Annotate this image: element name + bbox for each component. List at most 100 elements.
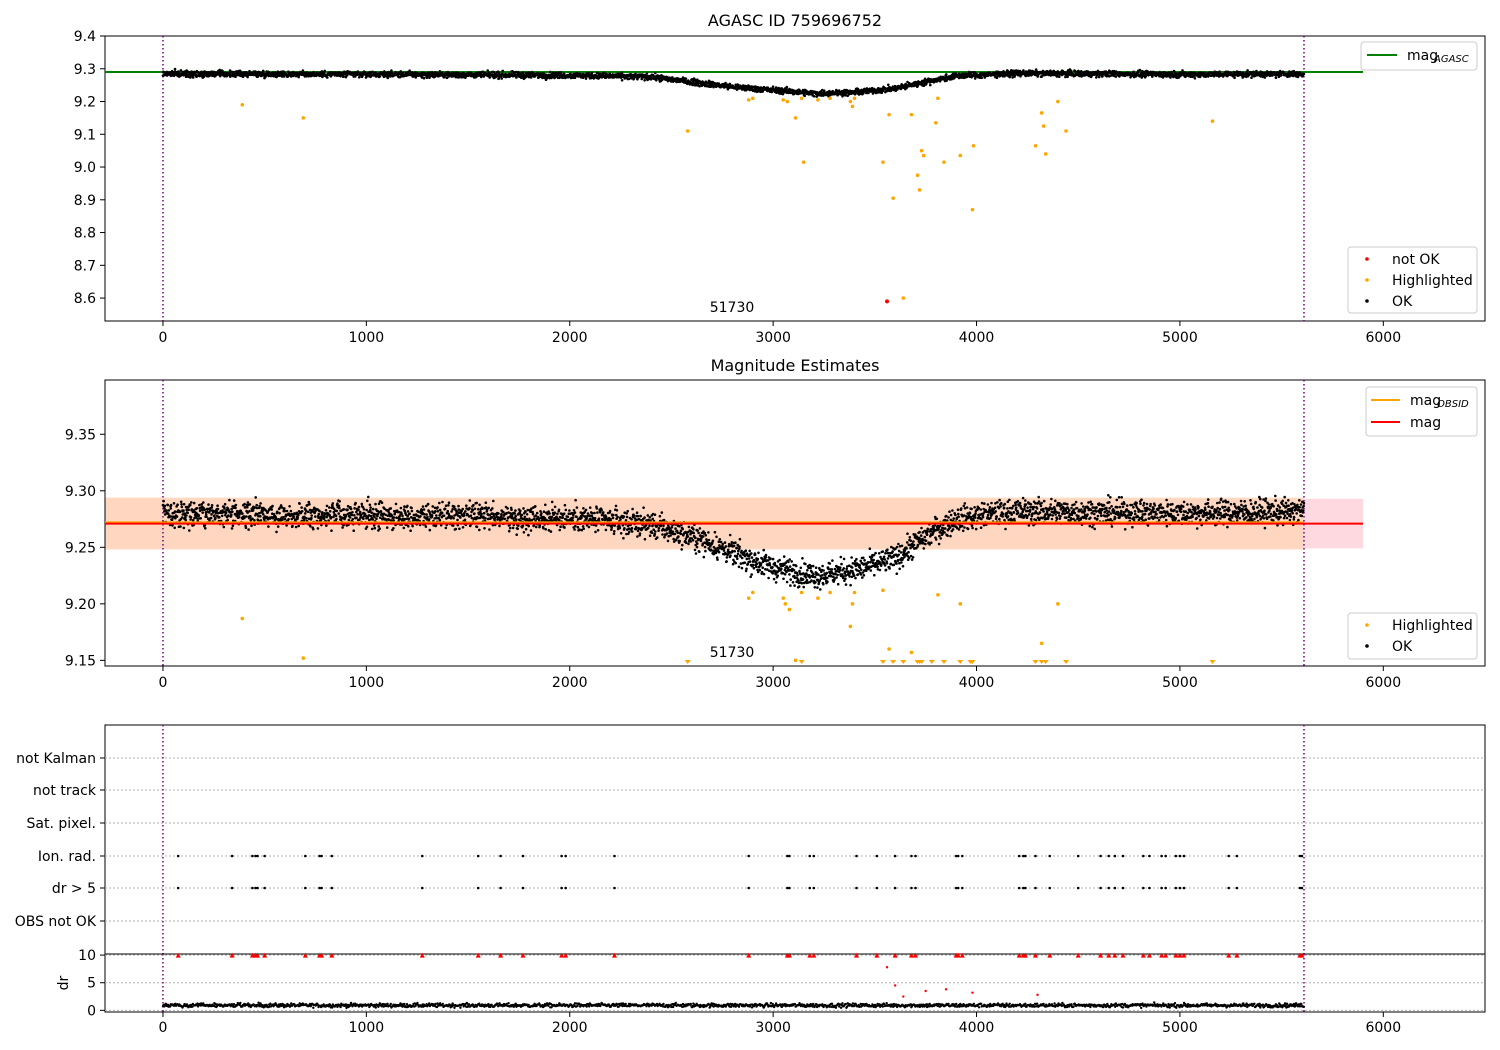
magnitude-ok-point	[544, 503, 547, 507]
agasc-ok-point	[724, 81, 727, 85]
agasc-ok-point	[1138, 68, 1142, 72]
magnitude-ok-point	[392, 516, 396, 519]
magnitude-ok-point	[473, 507, 477, 511]
magnitude-ok-point	[310, 514, 314, 517]
agasc-ok-point	[654, 71, 657, 75]
agasc-highlighted-point	[852, 96, 857, 101]
magnitude-ok-point	[488, 528, 491, 531]
agasc-ok-point	[521, 71, 525, 74]
magnitude-ok-point	[410, 506, 413, 510]
magnitude-ok-point	[373, 515, 376, 519]
agasc-ok-point	[218, 74, 222, 78]
magnitude-ok-point	[202, 501, 205, 504]
magnitude-ok-point	[358, 510, 362, 514]
magnitude-ok-point	[409, 529, 412, 532]
magnitude-ok-point	[222, 525, 226, 529]
magnitude-ok-point	[480, 512, 483, 516]
magnitude-ok-point	[477, 507, 480, 511]
magnitude-ok-point	[230, 513, 233, 516]
magnitude-ok-point	[259, 514, 262, 518]
magnitude-ok-point	[365, 508, 369, 512]
agasc-ok-point	[357, 76, 361, 79]
magnitude-ok-point	[204, 513, 208, 516]
agasc-xtick-label: 6000	[1365, 330, 1401, 346]
magnitude-ok-point	[189, 516, 193, 519]
magnitude-ok-point	[231, 510, 234, 513]
magnitude-ok-point	[369, 506, 372, 509]
agasc-ytick-label: 9.3	[74, 62, 96, 78]
magnitude-ok-point	[254, 496, 257, 499]
agasc-frame	[104, 35, 1486, 322]
magnitude-ok-point	[520, 513, 524, 517]
magnitude-ok-point	[173, 510, 177, 513]
magnitude-ok-point	[285, 509, 289, 513]
magnitude-ok-point	[513, 512, 516, 515]
magnitude-ok-point	[275, 530, 278, 534]
magnitude-ok-point	[365, 525, 369, 529]
magnitude-ok-point	[289, 509, 293, 513]
magnitude-ok-point	[597, 517, 601, 520]
magnitude-ok-point	[441, 500, 444, 504]
magnitude-ok-point	[402, 526, 406, 530]
magnitude-xtick-label: 4000	[959, 675, 995, 691]
magnitude-ok-point	[558, 518, 561, 522]
magnitude-ytick-label: 9.25	[65, 540, 96, 556]
magnitude-ok-point	[374, 502, 377, 506]
agasc-highlighted-point	[1039, 111, 1044, 115]
magnitude-ok-point	[392, 527, 395, 530]
magnitude-ok-point	[288, 505, 291, 508]
agasc-ok-point	[620, 71, 624, 74]
agasc-ok-point	[408, 69, 411, 72]
magnitude-ok-point	[351, 511, 354, 514]
magnitude-ok-point	[524, 510, 527, 514]
magnitude-ok-point	[306, 510, 310, 514]
magnitude-ok-point	[173, 526, 176, 530]
magnitude-ok-point	[246, 505, 249, 509]
agasc-ok-point	[627, 77, 631, 81]
magnitude-ok-point	[377, 502, 381, 506]
magnitude-ok-point	[573, 511, 577, 514]
magnitude-ok-point	[179, 525, 182, 528]
magnitude-ok-point	[522, 507, 525, 510]
agasc-ytick-label: 8.8	[74, 226, 96, 242]
magnitude-ok-point	[357, 505, 361, 509]
magnitude-ok-point	[446, 509, 450, 513]
agasc-ytick-label: 8.9	[74, 193, 96, 209]
magnitude-ok-point	[184, 516, 187, 519]
magnitude-ok-point	[573, 528, 576, 531]
magnitude-ok-point	[584, 508, 588, 512]
magnitude-ok-point	[425, 513, 428, 516]
magnitude-ok-point	[476, 516, 480, 520]
magnitude-ok-point	[283, 517, 287, 521]
magnitude-ok-point	[186, 511, 189, 515]
magnitude-ok-point	[594, 524, 598, 527]
magnitude-ok-point	[216, 507, 220, 511]
magnitude-xtick-label: 1000	[349, 675, 385, 691]
magnitude-ok-point	[259, 502, 262, 505]
magnitude-ok-point	[198, 503, 201, 507]
agasc-ok-point	[492, 70, 495, 74]
agasc-ytick-label: 9.2	[74, 95, 96, 111]
agasc-ok-point	[515, 76, 518, 79]
magnitude-ok-point	[243, 502, 246, 506]
magnitude-ok-point	[338, 500, 342, 503]
agasc-ok-point	[530, 75, 533, 79]
magnitude-ok-point	[179, 500, 183, 504]
magnitude-ok-point	[525, 513, 529, 516]
magnitude-ok-point	[162, 499, 165, 503]
magnitude-ok-point	[190, 501, 193, 504]
magnitude-ok-point	[452, 505, 456, 508]
magnitude-ok-point	[355, 516, 358, 520]
magnitude-ok-point	[529, 529, 533, 532]
magnitude-ok-point	[393, 512, 397, 516]
magnitude-ok-point	[318, 509, 321, 513]
agasc-ok-point	[440, 71, 444, 74]
agasc-ok-point	[775, 86, 778, 90]
agasc-ok-point	[342, 74, 345, 78]
magnitude-ok-point	[562, 512, 566, 515]
magnitude-ok-point	[185, 514, 188, 517]
magnitude-ok-point	[575, 515, 578, 519]
magnitude-ok-point	[523, 515, 527, 519]
agasc-highlighted-point	[781, 98, 786, 102]
